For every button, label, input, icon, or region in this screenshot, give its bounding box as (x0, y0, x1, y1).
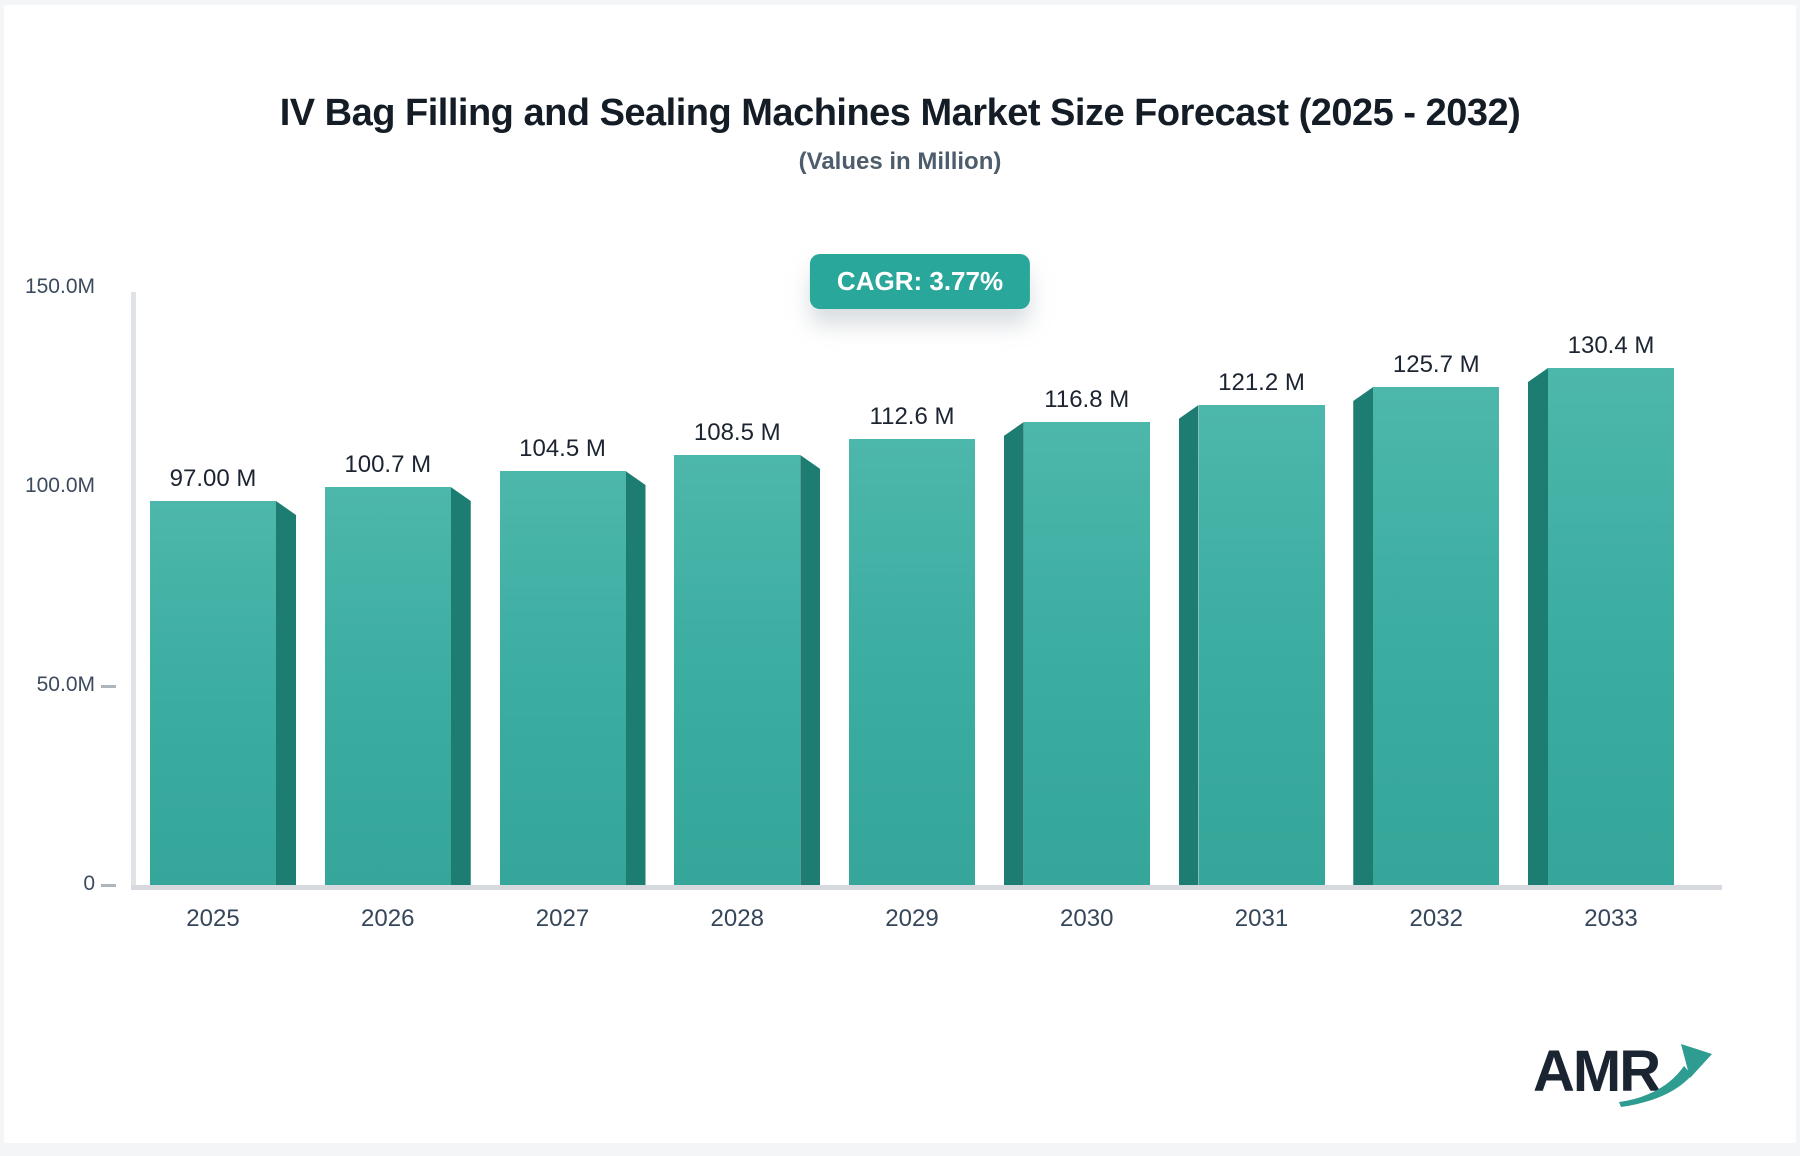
y-axis-tick-dash (101, 884, 116, 887)
amr-logo-text: AMR (1533, 1039, 1661, 1104)
bar-2027[interactable] (499, 471, 626, 887)
growth-arrow-icon (1619, 1044, 1712, 1107)
bar-2030[interactable] (1023, 422, 1150, 887)
bar-2026[interactable] (324, 487, 451, 887)
x-axis-label-2027: 2027 (535, 905, 590, 932)
x-axis-label-2031: 2031 (1234, 905, 1289, 932)
y-axis-tick-label: 100.0M (24, 474, 95, 498)
bar-value-label: 104.5 M (519, 435, 606, 462)
x-axis-label-2029: 2029 (885, 905, 939, 932)
bar-side-2025[interactable] (276, 501, 296, 887)
bar-side-2027[interactable] (625, 471, 646, 887)
bar-side-2026[interactable] (450, 487, 471, 887)
bar-value-label: 112.6 M (869, 403, 955, 430)
bar-side-2032[interactable] (1353, 387, 1374, 887)
amr-logo: AMR (1533, 1038, 1763, 1118)
bar-side-2030[interactable] (1003, 422, 1024, 887)
bar-value-label: 100.7 M (344, 451, 432, 478)
x-axis-label-2026: 2026 (361, 905, 415, 932)
y-axis-line (131, 292, 136, 885)
bar-value-label: 121.2 M (1218, 369, 1305, 396)
x-axis-label-2025: 2025 (186, 905, 240, 932)
y-axis-tick-label: 50.0M (36, 673, 95, 697)
x-axis-label-2033: 2033 (1584, 905, 1638, 932)
bar-value-label: 108.5 M (693, 419, 781, 446)
bar-side-2033[interactable] (1528, 368, 1548, 887)
bar-2031[interactable] (1198, 405, 1325, 887)
bar-2025[interactable] (150, 501, 276, 887)
chart-subtitle: (Values in Million) (798, 148, 1002, 175)
bar-side-2028[interactable] (800, 455, 821, 887)
x-axis-label-2028: 2028 (710, 905, 764, 932)
x-axis-label-2032: 2032 (1409, 905, 1463, 932)
bar-value-label: 116.8 M (1044, 386, 1130, 413)
y-axis-tick-dash (101, 685, 116, 689)
y-axis-tick-label: 150.0M (24, 275, 95, 299)
y-axis-tick-label: 0 (83, 872, 95, 895)
x-axis-baseline (131, 885, 1722, 890)
bar-value-label: 130.4 M (1567, 332, 1655, 359)
bar-side-2031[interactable] (1178, 405, 1199, 887)
bar-2029[interactable] (849, 439, 975, 887)
bar-2033[interactable] (1548, 368, 1674, 887)
bar-2028[interactable] (674, 455, 801, 887)
bar-2032[interactable] (1373, 387, 1500, 887)
chart-title: IV Bag Filling and Sealing Machines Mark… (279, 92, 1521, 134)
x-axis-label-2030: 2030 (1060, 905, 1114, 932)
bar-value-label: 97.00 M (169, 465, 257, 492)
bar-value-label: 125.7 M (1392, 351, 1480, 378)
cagr-badge: CAGR: 3.77% (809, 254, 1031, 309)
